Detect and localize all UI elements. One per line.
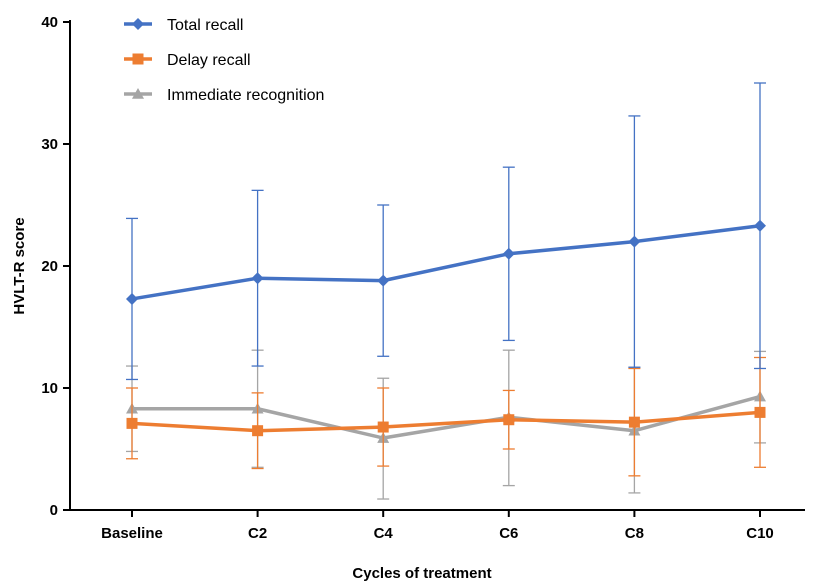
- legend-label: Immediate recognition: [167, 87, 324, 104]
- data-point: [377, 274, 390, 287]
- data-point: [503, 414, 515, 426]
- data-point: [126, 292, 138, 305]
- y-tick-label: 10: [41, 380, 58, 397]
- x-tick-label: Baseline: [101, 525, 163, 542]
- data-point: [502, 247, 515, 260]
- series-layer: [126, 82, 766, 500]
- legend-marker: [132, 18, 144, 30]
- data-point: [754, 219, 766, 232]
- series-line: [131, 410, 761, 433]
- x-tick-label: C4: [374, 525, 394, 542]
- x-tick-label: C8: [625, 525, 644, 542]
- legend-marker: [132, 88, 144, 99]
- data-point: [754, 406, 766, 418]
- x-tick-label: C10: [746, 525, 774, 542]
- legend-marker: [132, 53, 144, 65]
- data-point: [251, 272, 264, 285]
- legend-item: Total recall: [124, 17, 243, 34]
- legend-label: Total recall: [167, 17, 243, 34]
- x-tick-label: C6: [499, 525, 518, 542]
- data-point: [126, 417, 138, 429]
- series-delay-recall: [126, 356, 766, 477]
- y-tick-label: 20: [41, 258, 58, 275]
- axes: 0 10 20 30 40 Baseline C2 C4 C6 C8 C10: [41, 14, 805, 542]
- series-total-recall: [126, 82, 766, 381]
- y-axis-title: HVLT-R score: [11, 217, 28, 314]
- x-tick-label: C2: [248, 525, 267, 542]
- legend-item: Delay recall: [124, 52, 251, 69]
- series-line: [131, 224, 761, 301]
- y-tick-label: 0: [50, 502, 58, 519]
- y-tick-label: 40: [41, 14, 58, 31]
- series-line: [132, 394, 761, 440]
- legend: Total recall Delay recall Immediate recogn…: [124, 17, 324, 104]
- data-point: [377, 421, 389, 433]
- data-point: [628, 235, 641, 248]
- legend-label: Delay recall: [167, 52, 251, 69]
- legend-item: Immediate recognition: [124, 87, 324, 104]
- data-point: [252, 425, 264, 437]
- y-tick-label: 30: [41, 136, 58, 153]
- x-axis-title: Cycles of treatment: [352, 565, 491, 581]
- data-point: [628, 416, 640, 428]
